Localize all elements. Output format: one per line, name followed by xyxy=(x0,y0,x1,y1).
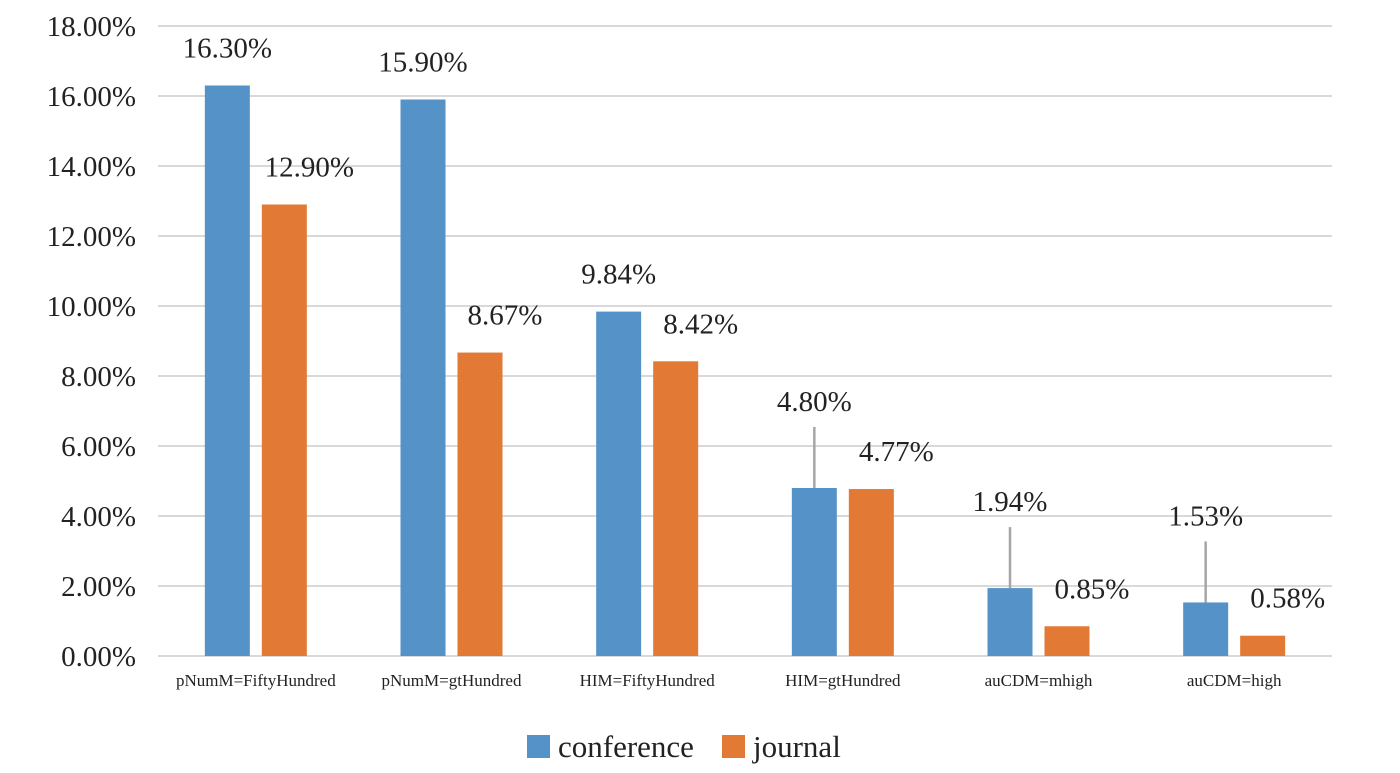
bar-conference xyxy=(204,85,250,656)
y-tick-label: 2.00% xyxy=(61,571,136,603)
bar-conference xyxy=(400,99,446,656)
y-tick-label: 12.00% xyxy=(47,221,136,253)
data-label-conference: 16.30% xyxy=(183,33,272,65)
data-label-conference: 4.80% xyxy=(777,386,852,418)
y-tick-label: 18.00% xyxy=(47,11,136,43)
legend-swatch-journal xyxy=(722,735,745,758)
leader-lines xyxy=(813,427,1207,603)
bar-journal xyxy=(1240,635,1286,656)
bar-journal xyxy=(457,352,503,656)
gridlines xyxy=(158,25,1332,657)
y-tick-label: 16.00% xyxy=(47,81,136,113)
legend-label-journal: journal xyxy=(752,729,841,764)
y-tick-label: 10.00% xyxy=(47,291,136,323)
x-category-label: pNumM=FiftyHundred xyxy=(176,671,336,690)
y-tick-label: 4.00% xyxy=(61,501,136,533)
y-axis-tick-labels: 0.00% 2.00% 4.00% 6.00% 8.00% 10.00% 12.00% 14.… xyxy=(47,11,136,673)
x-category-label: pNumM=gtHundred xyxy=(382,671,522,690)
legend-swatch-conference xyxy=(527,735,550,758)
data-labels: 16.30% 12.90% 15.90% 8.67% 9.84%8.42% 4.80%4.… xyxy=(183,33,1326,615)
y-tick-label: 6.00% xyxy=(61,431,136,463)
data-label-conference: 1.53% xyxy=(1168,500,1243,532)
data-label-journal: 0.85% xyxy=(1055,573,1130,605)
bar-conference xyxy=(987,588,1033,656)
data-label-journal: 0.58% xyxy=(1250,583,1325,615)
data-label-journal: 4.77% xyxy=(859,436,934,468)
bar-journal xyxy=(653,361,699,656)
y-tick-label: 14.00% xyxy=(47,151,136,183)
data-label-journal: 12.90% xyxy=(265,152,354,184)
legend: conference journal xyxy=(527,729,841,764)
bar-journal xyxy=(261,204,307,656)
data-label-journal: 8.67% xyxy=(468,300,543,332)
bar-conference xyxy=(791,488,837,656)
x-axis-category-labels: pNumM=FiftyHundred pNumM=gtHundred HIM=Fif… xyxy=(176,671,1282,690)
x-category-label: HIM=gtHundred xyxy=(785,671,901,690)
x-category-label: auCDM=mhigh xyxy=(985,671,1093,690)
bar-conference xyxy=(596,311,642,656)
y-tick-label: 0.00% xyxy=(61,641,136,673)
bar-journal xyxy=(1044,626,1090,656)
data-label-conference: 15.90% xyxy=(378,47,467,79)
bar-journal xyxy=(848,489,894,656)
y-tick-label: 8.00% xyxy=(61,361,136,393)
data-label-conference: 1.94% xyxy=(973,486,1048,518)
bars xyxy=(204,85,1286,656)
data-label-conference: 9.84% xyxy=(581,259,656,291)
bar-conference xyxy=(1183,602,1229,656)
x-category-label: HIM=FiftyHundred xyxy=(580,671,716,690)
data-label-journal: 8.42% xyxy=(663,308,738,340)
x-category-label: auCDM=high xyxy=(1187,671,1282,690)
legend-label-conference: conference xyxy=(558,729,694,764)
